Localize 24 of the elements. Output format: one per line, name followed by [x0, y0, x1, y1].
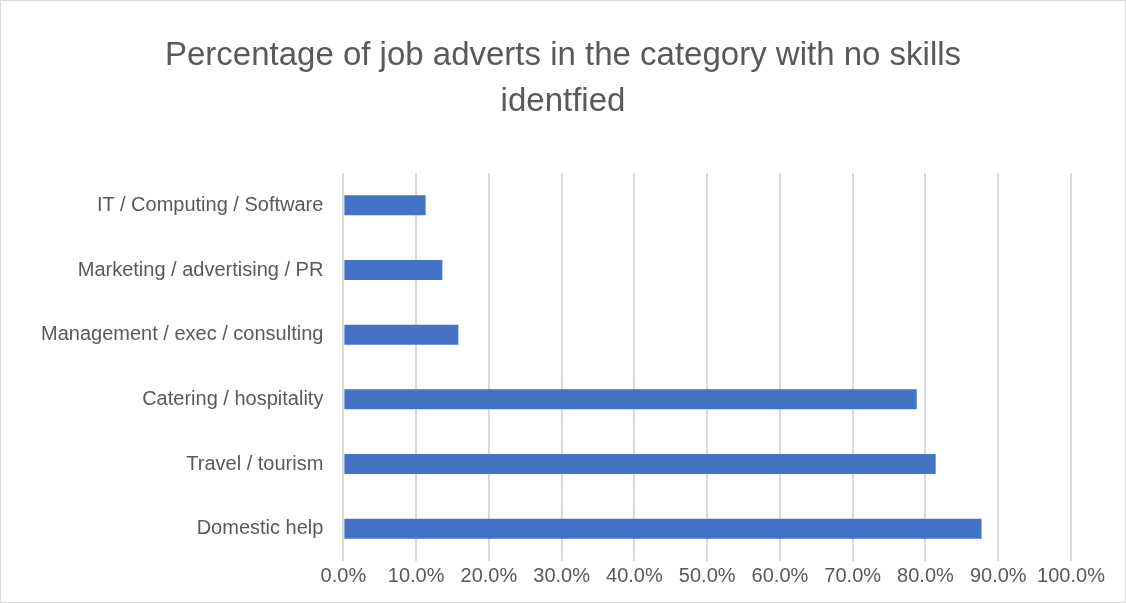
y-tick-label: Management / exec / consulting	[40, 322, 324, 345]
bar	[344, 259, 443, 281]
bar	[344, 518, 982, 539]
y-tick-label: Domestic help	[196, 516, 324, 539]
y-tick-label: IT / Computing / Software	[96, 192, 324, 215]
bar	[344, 389, 917, 410]
x-tick-label: 50.0%	[678, 563, 736, 586]
y-tick-label: Marketing / advertising / PR	[77, 257, 324, 280]
x-tick-label: 60.0%	[751, 563, 809, 586]
x-tick-label: 40.0%	[606, 563, 663, 586]
x-tick-label: 30.0%	[533, 563, 591, 586]
x-tick-label: 0.0%	[320, 563, 367, 586]
x-tick-label: 80.0%	[897, 563, 955, 586]
y-tick-label: Catering / hospitality	[142, 386, 324, 409]
bar	[344, 195, 426, 216]
x-tick-label: 100.0%	[1037, 563, 1106, 586]
x-tick-label: 20.0%	[460, 563, 518, 586]
bar	[344, 324, 459, 345]
x-tick-label: 10.0%	[387, 563, 445, 586]
x-tick-label: 90.0%	[969, 563, 1027, 586]
x-tick-label: 70.0%	[824, 563, 882, 586]
y-tick-label: Travel / tourism	[186, 451, 324, 474]
bar	[344, 453, 936, 475]
chart-title: Percentage of job adverts in the category with no skills identfied	[163, 34, 963, 120]
